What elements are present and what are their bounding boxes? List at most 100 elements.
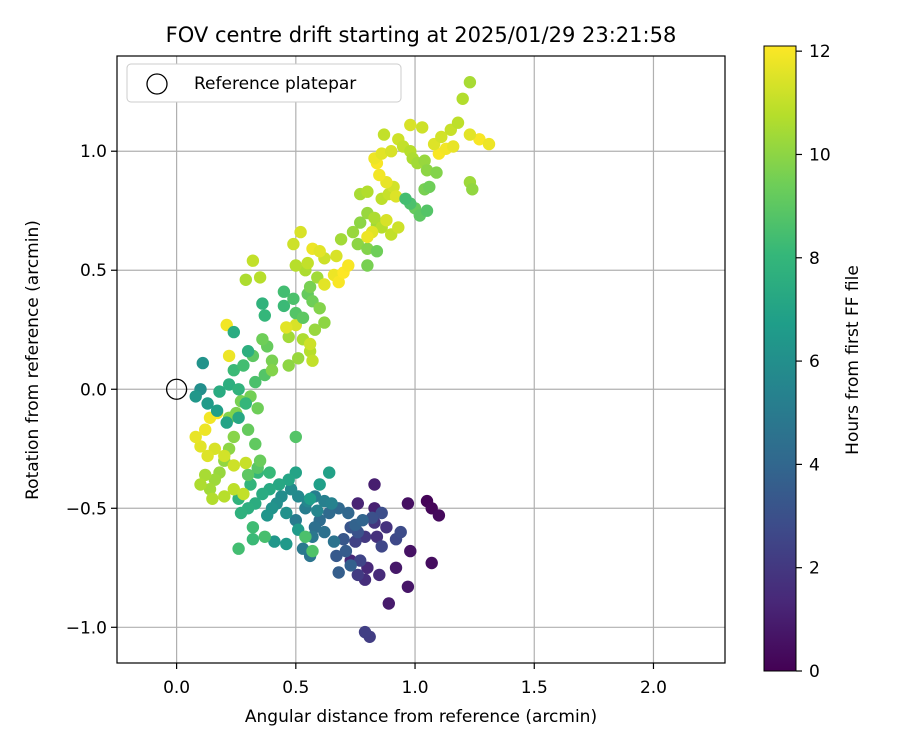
data-point [232, 383, 245, 396]
data-point [308, 521, 322, 534]
data-point [420, 204, 434, 217]
data-point [370, 245, 384, 258]
data-point [399, 192, 412, 205]
colorbar-tick-label: 10 [809, 145, 831, 165]
legend: Reference platepar [126, 63, 402, 103]
data-point [323, 506, 336, 520]
data-point [346, 225, 360, 239]
data-point [318, 278, 331, 291]
data-point [301, 256, 314, 270]
data-point [227, 459, 240, 472]
data-point [389, 190, 403, 203]
data-point [451, 116, 465, 129]
colorbar-tick-label: 6 [809, 352, 820, 372]
data-point [463, 76, 477, 89]
data-point [210, 404, 224, 417]
data-point [361, 259, 374, 272]
data-point [201, 449, 214, 463]
data-point [208, 473, 221, 486]
data-point [389, 561, 403, 574]
data-point [272, 478, 286, 491]
data-point [299, 530, 312, 543]
data-point [373, 568, 386, 582]
data-point [241, 468, 255, 482]
data-point [323, 466, 336, 479]
data-point [325, 497, 338, 510]
data-point [463, 128, 477, 141]
data-point [237, 487, 250, 501]
data-point [482, 137, 496, 151]
data-point [222, 378, 236, 391]
data-point [430, 166, 443, 179]
data-point [382, 597, 395, 610]
data-point [375, 506, 388, 520]
data-point [351, 237, 364, 251]
legend-label: Reference platepar [194, 74, 356, 94]
data-point [253, 454, 267, 467]
y-tick-label: 1.0 [80, 142, 107, 162]
data-point [296, 542, 310, 555]
data-point [318, 525, 331, 539]
data-point [287, 292, 300, 305]
data-point [292, 352, 305, 365]
x-tick-label: 1.5 [521, 678, 548, 698]
data-point [196, 356, 209, 370]
data-point [222, 349, 236, 363]
colorbar-tick-label: 0 [809, 662, 820, 682]
data-point [199, 423, 212, 436]
data-point [280, 321, 293, 334]
data-point [289, 259, 302, 272]
y-axis-ticks: −1.0 −0.5 0.0 0.5 1.0 [66, 142, 117, 638]
data-point [189, 390, 202, 403]
data-point [313, 245, 326, 258]
reference-platepar-marker [165, 378, 188, 400]
data-point [473, 133, 486, 146]
data-point [232, 542, 245, 555]
data-point [246, 533, 260, 546]
data-point [466, 183, 479, 196]
data-point [423, 180, 436, 194]
data-point [256, 297, 269, 310]
data-point [258, 309, 271, 322]
data-point [199, 468, 212, 482]
data-point [265, 364, 279, 377]
data-point [308, 323, 322, 336]
data-point [284, 483, 298, 496]
data-point [313, 302, 326, 315]
data-point [380, 214, 393, 227]
data-point [282, 330, 295, 344]
data-point [418, 154, 431, 167]
data-point [375, 147, 388, 160]
data-point [370, 530, 384, 543]
data-point [244, 478, 257, 491]
data-point [227, 483, 240, 496]
data-point [277, 285, 291, 298]
data-point [385, 145, 398, 158]
data-point [373, 168, 386, 182]
data-point [246, 521, 260, 534]
data-point [354, 554, 367, 567]
data-point [227, 430, 240, 444]
data-point [289, 514, 302, 527]
colorbar-tick-label: 2 [809, 559, 820, 579]
legend-marker-circle-icon [146, 73, 168, 95]
data-point [342, 506, 355, 520]
data-point [306, 544, 319, 558]
data-point [239, 397, 252, 410]
data-point [303, 337, 317, 351]
data-point [256, 487, 269, 501]
x-tick-label: 0.0 [163, 678, 190, 698]
data-point [261, 509, 274, 522]
y-tick-label: 0.5 [80, 261, 107, 281]
data-point [303, 492, 317, 505]
data-point [337, 533, 350, 546]
data-point [246, 254, 260, 267]
data-point [368, 478, 381, 491]
data-point [361, 242, 374, 255]
data-point [447, 140, 460, 153]
chart-title: FOV centre drift starting at 2025/01/29 … [166, 23, 677, 47]
data-point [249, 375, 262, 389]
data-point [401, 580, 415, 593]
data-point [218, 490, 231, 503]
data-point [268, 535, 281, 548]
